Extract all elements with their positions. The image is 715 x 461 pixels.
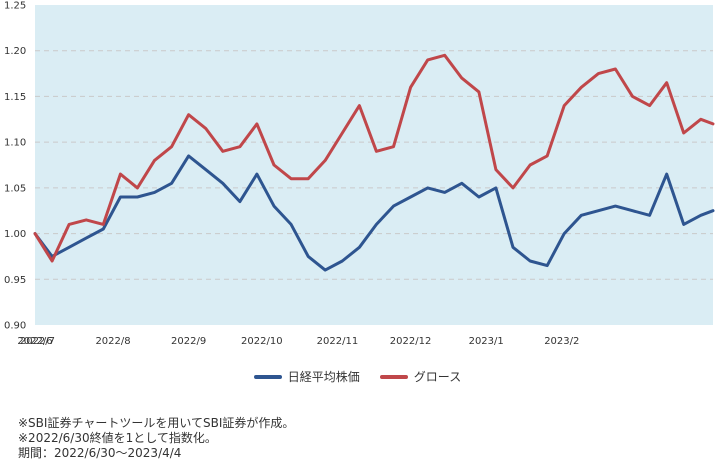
x-tick-label: 2022/8 (95, 336, 130, 347)
y-tick-label: 0.95 (4, 275, 26, 286)
series-lines (33, 53, 715, 272)
plot-area (35, 5, 713, 325)
legend-item-nikkei: 日経平均株価 (253, 368, 360, 385)
legend-swatch-nikkei (253, 374, 282, 379)
x-tick-label: 2022/9 (171, 336, 206, 347)
y-tick-label: 1.20 (4, 46, 26, 57)
legend: 日経平均株価 グロース (0, 368, 715, 385)
legend-swatch-growth (379, 374, 408, 379)
series-line-nikkei (33, 154, 715, 272)
y-tick-label: 1.05 (4, 183, 26, 194)
footnotes: ※SBI証券チャートツールを用いてSBI証券が作成。 ※2022/6/30終値を… (18, 416, 294, 461)
series-line-growth (33, 53, 715, 263)
footnote-source: ※SBI証券チャートツールを用いてSBI証券が作成。 (18, 416, 295, 430)
x-tick-label: 2022/10 (241, 336, 283, 347)
x-tick-label: 2022/6 (17, 336, 52, 347)
y-tick-label: 1.15 (4, 92, 26, 103)
y-tick-labels: 1.25 1.20 1.15 1.10 1.05 1.00 0.95 0.90 (4, 1, 26, 332)
y-tick-label: 1.00 (4, 229, 26, 240)
footnote-period: 期間：2022/6/30〜2023/4/4 (18, 446, 182, 460)
legend-label-nikkei: 日経平均株価 (287, 370, 360, 384)
legend-label-growth: グロース (413, 370, 462, 384)
y-tick-label: 1.10 (4, 138, 26, 149)
x-tick-label: 2023/2 (544, 336, 579, 347)
x-tick-label: 2023/1 (469, 336, 504, 347)
x-tick-label: 2022/12 (390, 336, 432, 347)
x-tick-label: 2022/11 (317, 336, 359, 347)
y-tick-label: 1.25 (4, 1, 26, 12)
legend-item-growth: グロース (379, 368, 462, 385)
x-tick-label: 2022/7 (20, 336, 55, 347)
grid-lines (35, 50, 713, 280)
footnote-index-base: ※2022/6/30終値を1として指数化。 (18, 431, 217, 445)
y-tick-label: 0.90 (4, 321, 26, 332)
